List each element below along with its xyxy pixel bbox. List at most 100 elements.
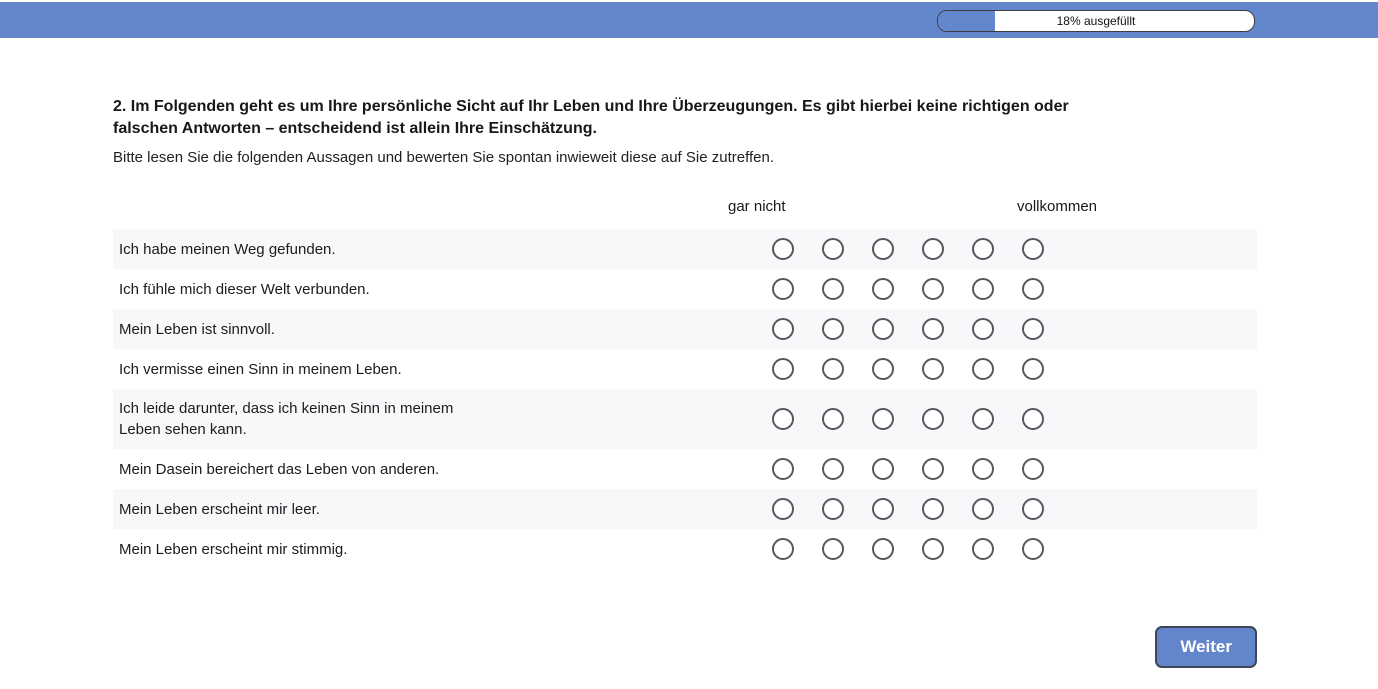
statement-row: Ich leide darunter, dass ich keinen Sinn… — [113, 389, 1257, 449]
radio-cell — [958, 529, 1008, 569]
radio-option[interactable] — [772, 498, 794, 520]
radio-cell — [808, 349, 858, 389]
statement-row: Mein Leben erscheint mir leer. — [113, 489, 1257, 529]
radio-cell — [1008, 529, 1058, 569]
statement-row: Ich habe meinen Weg gefunden. — [113, 229, 1257, 269]
radio-option[interactable] — [872, 458, 894, 480]
radio-cell — [908, 229, 958, 269]
radio-cell — [1008, 449, 1058, 489]
radio-option[interactable] — [922, 358, 944, 380]
statement-label: Mein Dasein bereichert das Leben von and… — [119, 460, 440, 478]
radio-option[interactable] — [972, 498, 994, 520]
radio-option[interactable] — [1022, 538, 1044, 560]
radio-option[interactable] — [872, 498, 894, 520]
radio-option[interactable] — [1022, 498, 1044, 520]
top-bar: 18% ausgefüllt — [0, 2, 1378, 38]
radio-option[interactable] — [822, 498, 844, 520]
radio-cell — [908, 449, 958, 489]
radio-cell — [808, 309, 858, 349]
next-button[interactable]: Weiter — [1155, 626, 1257, 668]
statement-row: Ich vermisse einen Sinn in meinem Leben. — [113, 349, 1257, 389]
radio-option[interactable] — [972, 278, 994, 300]
radio-option[interactable] — [972, 318, 994, 340]
radio-option[interactable] — [922, 538, 944, 560]
radio-cell — [958, 389, 1008, 449]
radio-cell — [808, 489, 858, 529]
scale-header: gar nicht vollkommen — [113, 198, 1257, 229]
radio-option[interactable] — [972, 238, 994, 260]
radio-cell — [808, 529, 858, 569]
radio-cell — [758, 389, 808, 449]
radio-option[interactable] — [872, 318, 894, 340]
radio-cell — [808, 229, 858, 269]
radio-cell — [908, 269, 958, 309]
radio-option[interactable] — [872, 408, 894, 430]
radio-option[interactable] — [922, 458, 944, 480]
radio-cell — [858, 349, 908, 389]
statement-label: Ich fühle mich dieser Welt verbunden. — [119, 280, 370, 298]
statement-rows: Ich habe meinen Weg gefunden. Ich fühle m… — [113, 229, 1257, 569]
radio-option[interactable] — [1022, 458, 1044, 480]
footer-row: Weiter — [113, 626, 1257, 668]
radio-cell — [858, 389, 908, 449]
radio-option[interactable] — [822, 318, 844, 340]
progress-bar-fill — [938, 11, 995, 31]
radio-option[interactable] — [922, 238, 944, 260]
radio-option[interactable] — [772, 538, 794, 560]
radio-option[interactable] — [972, 538, 994, 560]
radio-cell — [858, 309, 908, 349]
radio-option[interactable] — [972, 458, 994, 480]
radio-option[interactable] — [872, 238, 894, 260]
radio-cell — [1008, 269, 1058, 309]
statement-label: Ich leide darunter, dass ich keinen Sinn… — [119, 400, 454, 438]
radio-option[interactable] — [922, 318, 944, 340]
radio-option[interactable] — [772, 278, 794, 300]
radio-cell — [908, 529, 958, 569]
radio-option[interactable] — [872, 538, 894, 560]
radio-option[interactable] — [972, 358, 994, 380]
radio-cell — [808, 389, 858, 449]
question-instruction: Bitte lesen Sie die folgenden Aussagen u… — [113, 149, 775, 166]
radio-cell — [908, 349, 958, 389]
radio-option[interactable] — [1022, 238, 1044, 260]
radio-cell — [1008, 229, 1058, 269]
radio-option[interactable] — [1022, 358, 1044, 380]
radio-option[interactable] — [822, 358, 844, 380]
radio-option[interactable] — [822, 278, 844, 300]
radio-cell — [1008, 389, 1058, 449]
radio-option[interactable] — [922, 498, 944, 520]
radio-cell — [858, 449, 908, 489]
radio-option[interactable] — [1022, 318, 1044, 340]
radio-cell — [958, 309, 1008, 349]
radio-option[interactable] — [772, 358, 794, 380]
radio-option[interactable] — [772, 318, 794, 340]
radio-cell — [758, 529, 808, 569]
radio-option[interactable] — [822, 458, 844, 480]
radio-option[interactable] — [772, 238, 794, 260]
scale-max-label: vollkommen — [1017, 198, 1098, 215]
radio-option[interactable] — [922, 278, 944, 300]
radio-option[interactable] — [822, 238, 844, 260]
radio-option[interactable] — [822, 408, 844, 430]
radio-option[interactable] — [872, 278, 894, 300]
radio-cell — [958, 349, 1008, 389]
radio-cell — [858, 529, 908, 569]
radio-option[interactable] — [972, 408, 994, 430]
survey-page: 2. Im Folgenden geht es um Ihre persönli… — [113, 96, 1257, 668]
radio-cell — [858, 489, 908, 529]
radio-cell — [1008, 349, 1058, 389]
statement-row: Mein Leben erscheint mir stimmig. — [113, 529, 1257, 569]
statement-row: Ich fühle mich dieser Welt verbunden. — [113, 269, 1257, 309]
radio-option[interactable] — [1022, 408, 1044, 430]
radio-cell — [858, 269, 908, 309]
radio-cell — [908, 489, 958, 529]
radio-cell — [1008, 489, 1058, 529]
radio-option[interactable] — [822, 538, 844, 560]
radio-option[interactable] — [772, 408, 794, 430]
radio-option[interactable] — [922, 408, 944, 430]
radio-option[interactable] — [1022, 278, 1044, 300]
radio-option[interactable] — [872, 358, 894, 380]
rating-matrix: gar nicht vollkommen Ich habe meinen Weg… — [113, 198, 1257, 569]
radio-cell — [958, 269, 1008, 309]
radio-option[interactable] — [772, 458, 794, 480]
